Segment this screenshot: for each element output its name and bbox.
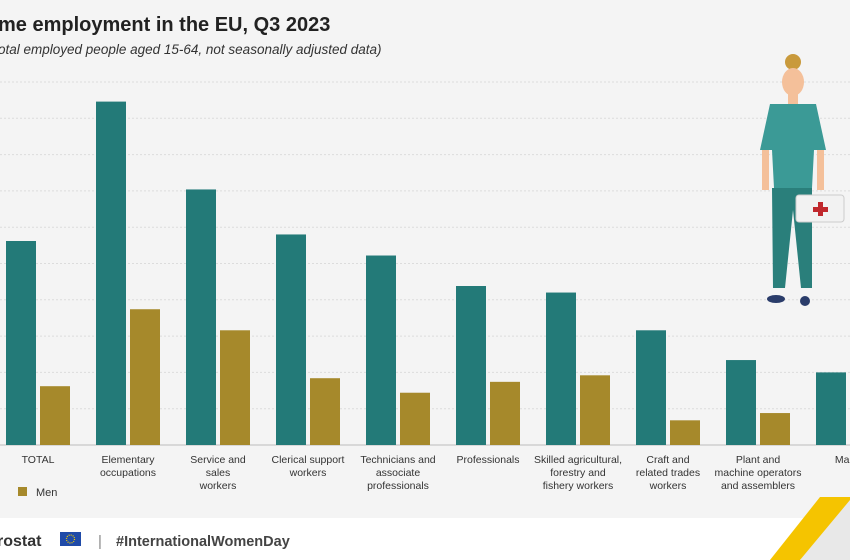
chart-title: me employment in the EU, Q3 2023 <box>0 14 330 36</box>
footer-brand: rostat <box>0 533 42 550</box>
bar <box>40 386 70 445</box>
bar <box>96 101 126 446</box>
eu-flag <box>60 532 81 546</box>
footer-hashtag: #InternationalWomenDay <box>116 534 290 550</box>
bar <box>670 420 700 445</box>
x-tick-label: Elementary occupations <box>99 454 157 479</box>
bar <box>456 286 486 445</box>
bar <box>816 372 846 445</box>
x-tick-label: Technicians and associate professionals <box>360 454 436 492</box>
bar <box>310 378 340 445</box>
bar <box>726 360 756 445</box>
bar <box>636 330 666 445</box>
bar <box>490 381 520 445</box>
chart-subtitle: otal employed people aged 15-64, not sea… <box>0 42 382 57</box>
bar <box>276 234 306 445</box>
bar <box>6 240 36 445</box>
bar <box>546 292 576 445</box>
x-tick-label: Mana <box>834 454 850 466</box>
x-tick-label: Skilled agricultural, forestry and fishe… <box>533 454 623 492</box>
x-tick-label: Service and sales workers <box>190 454 246 492</box>
x-tick-label: Plant and machine operators and assemble… <box>714 454 802 492</box>
bar <box>366 255 396 445</box>
bar <box>580 375 610 445</box>
legend-swatch <box>18 487 27 496</box>
bar <box>130 309 160 445</box>
legend-label: Men <box>36 487 57 499</box>
corner-graphic <box>770 497 850 560</box>
x-tick-label: Professionals <box>456 454 520 466</box>
nurse-illustration <box>760 54 845 306</box>
footer-band <box>0 518 850 560</box>
bar <box>220 330 250 445</box>
bar <box>760 413 790 445</box>
bar <box>400 392 430 445</box>
x-tick-label: Craft and related trades workers <box>635 454 701 492</box>
x-tick-label: TOTAL <box>21 454 55 466</box>
bar <box>186 189 216 445</box>
x-tick-label: Clerical support workers <box>271 454 345 479</box>
footer-separator: | <box>98 533 102 550</box>
